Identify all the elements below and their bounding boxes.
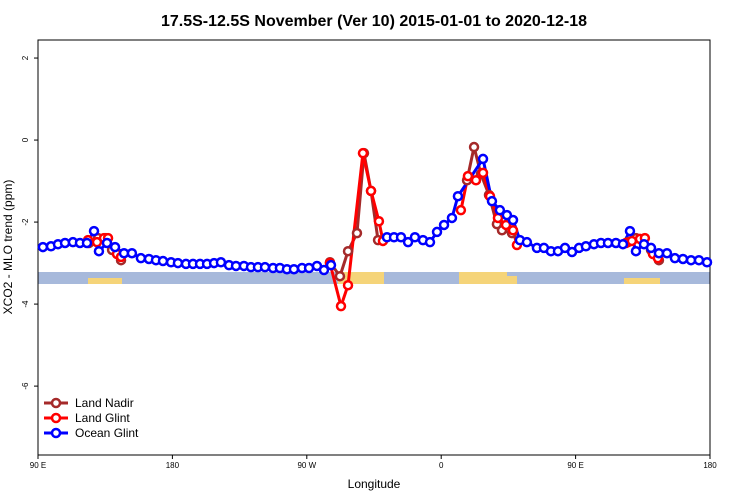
legend-marker xyxy=(50,412,62,424)
point xyxy=(424,236,436,248)
point xyxy=(342,245,354,257)
point xyxy=(402,236,414,248)
point xyxy=(507,214,519,226)
legend-label: Land Nadir xyxy=(75,396,134,410)
point xyxy=(669,252,681,264)
point xyxy=(470,174,482,186)
point xyxy=(661,247,673,259)
point xyxy=(446,212,458,224)
legend-label: Ocean Glint xyxy=(75,426,139,440)
y-tick-label: 2 xyxy=(21,55,30,60)
point xyxy=(157,255,169,267)
point xyxy=(431,226,443,238)
x-tick-label: 90 E xyxy=(567,461,583,470)
point xyxy=(357,147,369,159)
point xyxy=(109,241,121,253)
point xyxy=(101,237,113,249)
legend-marker xyxy=(50,397,62,409)
land-mask xyxy=(38,272,710,284)
point xyxy=(351,227,363,239)
point xyxy=(438,219,450,231)
point xyxy=(507,225,519,236)
point xyxy=(395,231,407,243)
point xyxy=(259,261,271,273)
x-tick-label: 0 xyxy=(439,461,444,470)
y-tick-label: -6 xyxy=(21,382,30,390)
point xyxy=(645,242,657,254)
point xyxy=(617,238,629,250)
point xyxy=(477,167,489,179)
legend-label: Land Glint xyxy=(75,411,130,425)
point xyxy=(626,235,638,247)
point xyxy=(335,300,347,312)
point xyxy=(135,252,147,264)
point xyxy=(580,241,592,252)
point xyxy=(288,263,300,275)
y-tick-label: 0 xyxy=(21,137,30,142)
point xyxy=(334,270,346,282)
point xyxy=(653,247,665,259)
point xyxy=(693,254,705,266)
point xyxy=(455,204,467,216)
y-tick-label: -4 xyxy=(21,300,30,308)
point xyxy=(677,253,689,265)
x-tick-label: 90 W xyxy=(297,461,316,470)
point xyxy=(342,279,354,291)
x-tick-label: 180 xyxy=(703,461,717,470)
point xyxy=(521,236,533,248)
point xyxy=(37,241,49,253)
point xyxy=(624,225,636,237)
x-tick-label: 180 xyxy=(166,461,180,470)
x-axis-label: Longitude xyxy=(348,477,401,491)
point xyxy=(409,231,421,243)
point xyxy=(318,264,330,276)
point xyxy=(500,219,512,231)
point xyxy=(452,190,464,202)
point xyxy=(172,257,184,269)
y-tick-label: -2 xyxy=(21,218,30,226)
point xyxy=(88,225,100,237)
point xyxy=(477,153,489,165)
chart-title: 17.5S-12.5S November (Ver 10) 2015-01-01… xyxy=(161,13,587,30)
point xyxy=(325,259,337,271)
legend-marker xyxy=(50,427,62,439)
point xyxy=(701,257,713,268)
point xyxy=(494,204,506,216)
point xyxy=(93,245,105,257)
y-axis-label: XCO2 - MLO trend (ppm) xyxy=(1,180,15,315)
point xyxy=(468,141,480,153)
point xyxy=(365,185,377,197)
point xyxy=(81,237,93,249)
point xyxy=(630,245,642,257)
point xyxy=(373,216,385,227)
point xyxy=(486,195,498,207)
point xyxy=(215,257,227,268)
x-tick-label: 90 E xyxy=(30,461,46,470)
point xyxy=(462,170,474,182)
point xyxy=(126,247,138,259)
